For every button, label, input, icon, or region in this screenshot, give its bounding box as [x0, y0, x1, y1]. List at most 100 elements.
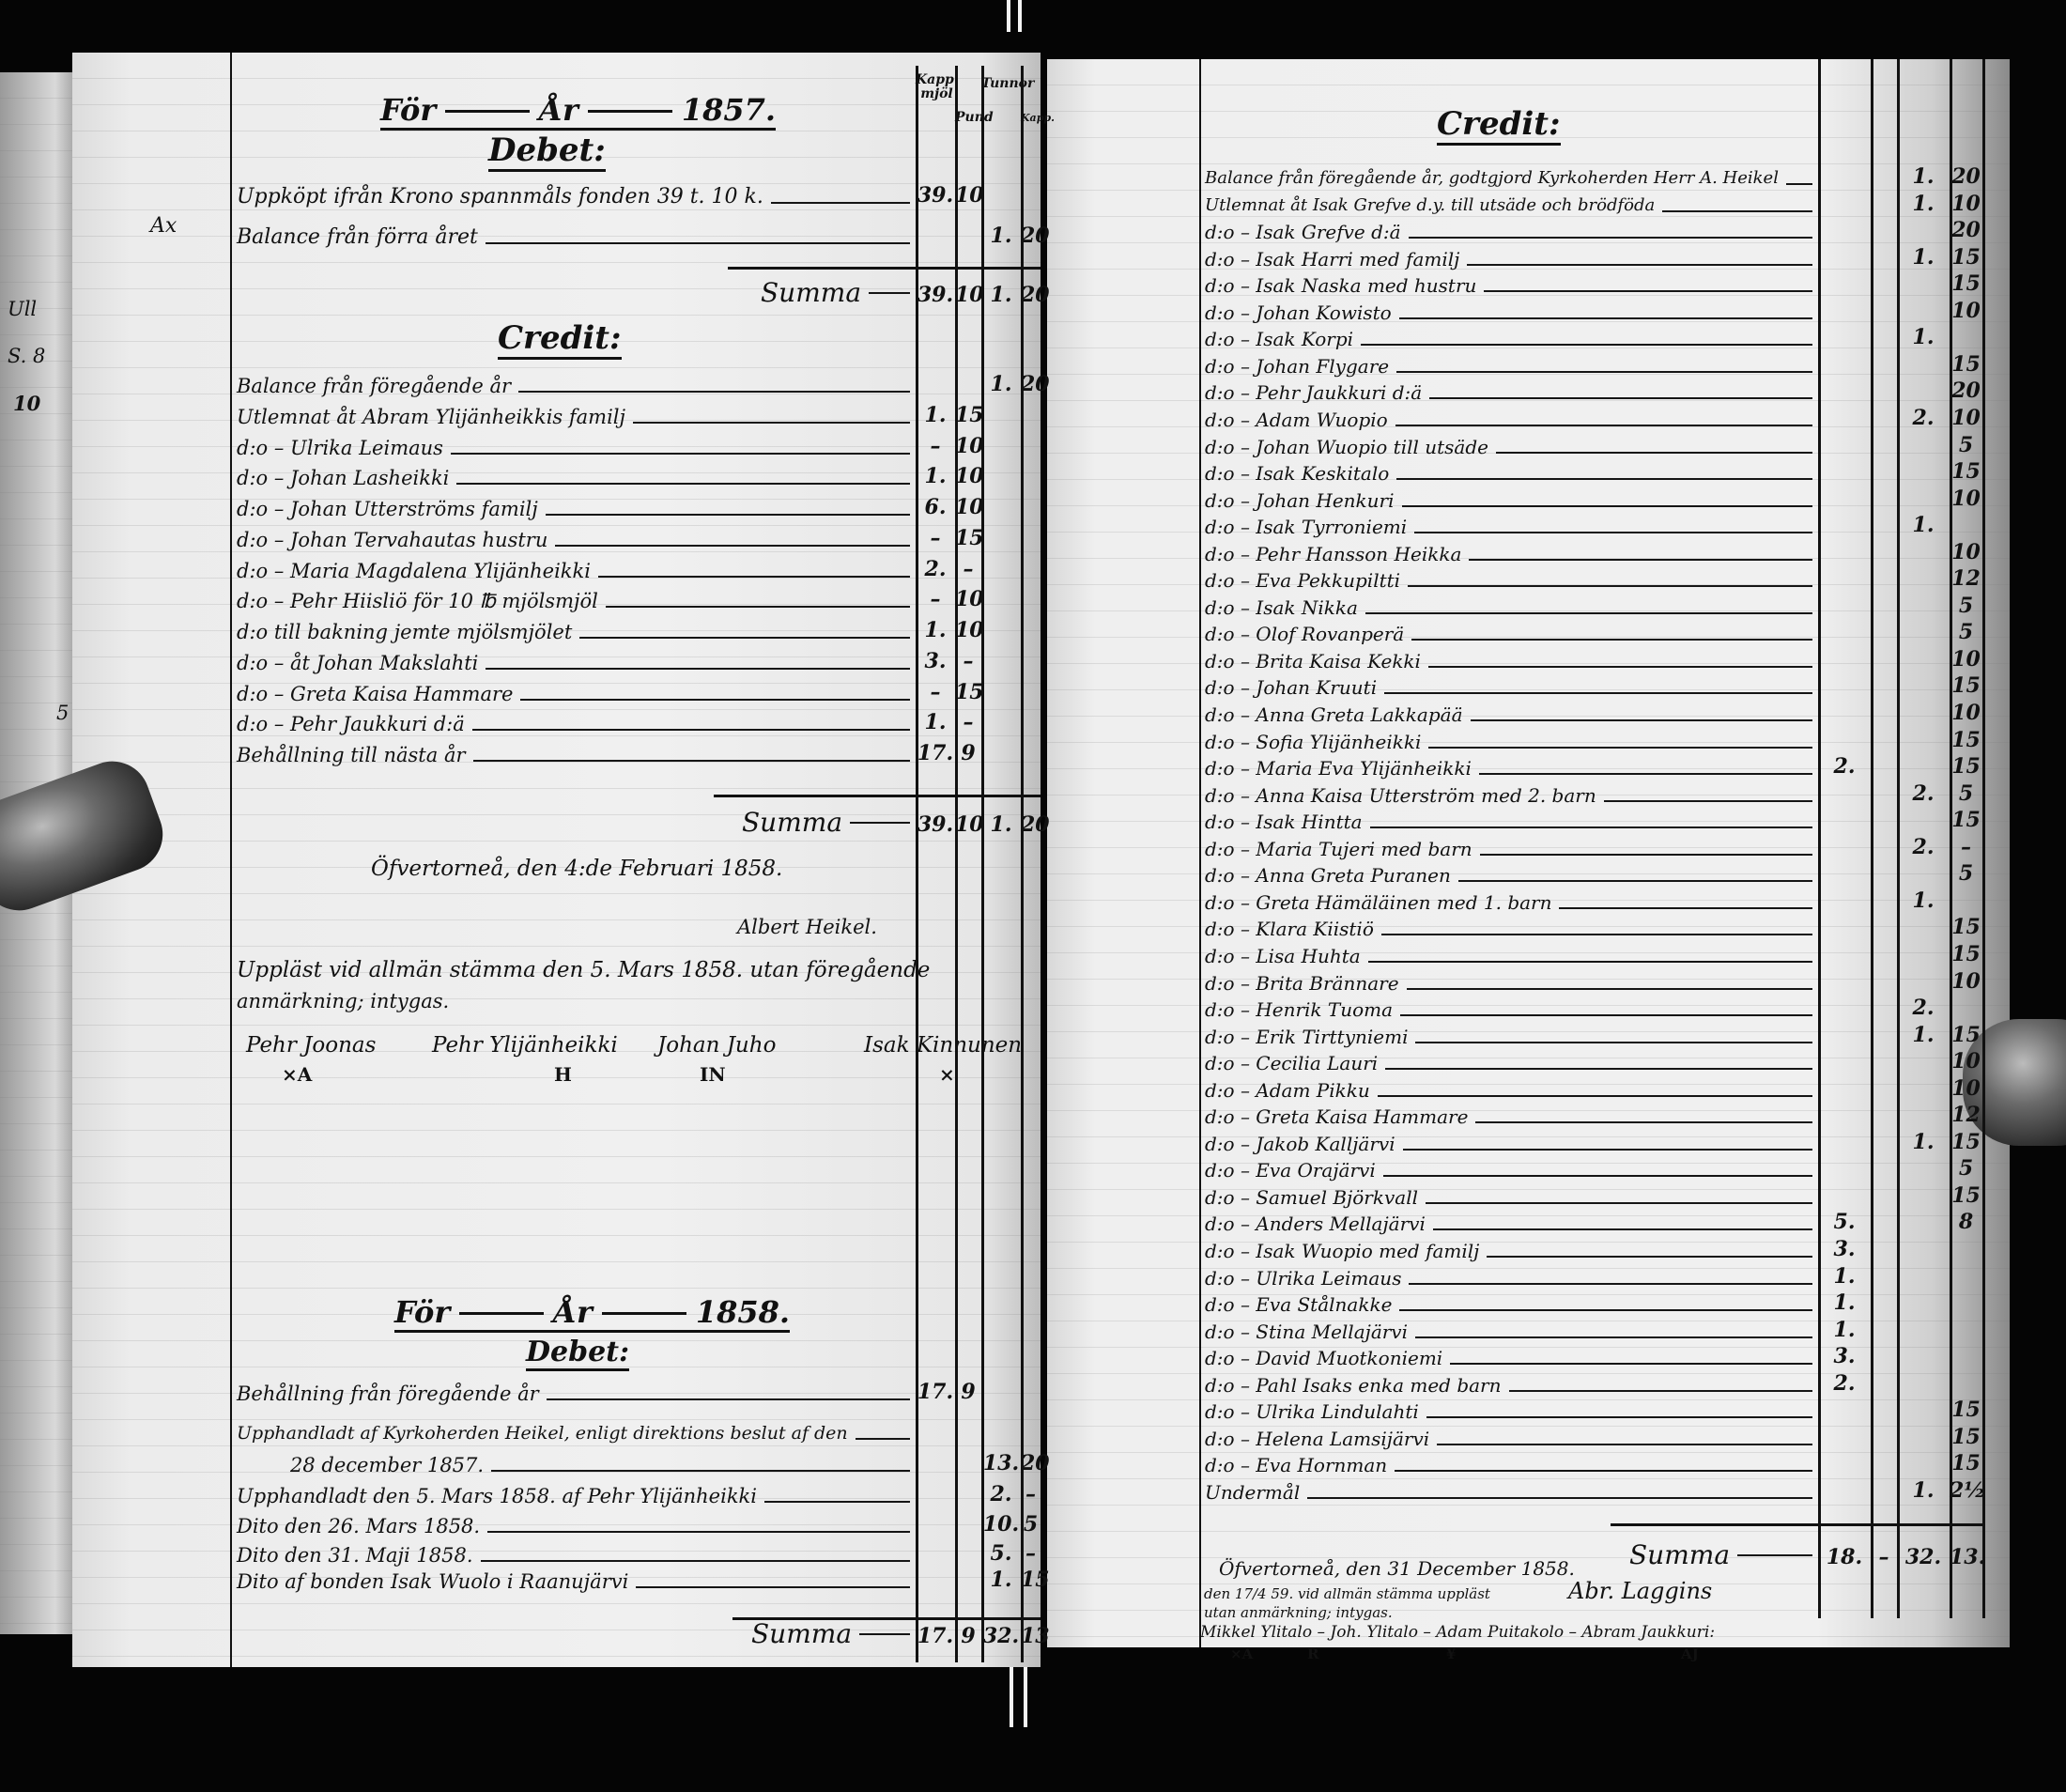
amount-cell: 15	[1951, 673, 1981, 699]
amount-cell: –	[963, 556, 974, 581]
entry-text: d:o – Klara Kiistiö	[1205, 918, 1374, 941]
ledger-row: d:o – Maria Tujeri med barn	[1205, 833, 1816, 861]
amount-cell: 17.	[917, 1624, 954, 1648]
leader-line	[1426, 1201, 1812, 1204]
entry-text: d:o – åt Johan Makslahti	[237, 651, 479, 674]
ledger-row: d:o – Johan Lasheikki	[237, 462, 914, 490]
arrow-line	[1737, 1554, 1812, 1556]
ledger-row: Behållning från föregående år	[237, 1378, 914, 1406]
leader-line	[579, 637, 910, 639]
amount-cell: 1.	[990, 224, 1012, 248]
entry-text: d:o – Isak Naska med hustru	[1205, 274, 1477, 298]
amount-cell: 1.	[1912, 244, 1935, 270]
leader-line	[491, 1470, 910, 1472]
amount-cell: 1.	[1833, 1263, 1856, 1289]
leader-line	[1457, 880, 1812, 883]
ledger-row: d:o – Maria Eva Ylijänheikki	[1205, 752, 1816, 780]
ledger-row: Behållning till nästa år	[237, 739, 914, 767]
entry-text: d:o – Johan Kruuti	[1205, 676, 1378, 700]
ledger-row: d:o – Samuel Björkvall	[1205, 1182, 1816, 1210]
entry-text: d:o – Anna Kaisa Utterström med 2. barn	[1205, 783, 1596, 807]
entry-text: d:o – Adam Pikku	[1205, 1078, 1370, 1102]
ledger-row: d:o – Jakob Kalljärvi	[1205, 1128, 1816, 1156]
leader-line	[1414, 532, 1812, 534]
ledger-row: d:o till bakning jemte mjölsmjölet	[237, 616, 914, 644]
column-rule	[916, 66, 918, 1662]
column-rule	[1950, 59, 1952, 1618]
amount-cell: 10	[1951, 405, 1981, 430]
entry-text: d:o – Pehr Hansson Heikka	[1205, 542, 1462, 565]
amount-cell: 1.	[924, 618, 947, 642]
ledger-row: Utlemnat åt Abram Ylijänheikkis familj	[237, 401, 914, 429]
leader-line	[1415, 1041, 1812, 1043]
amount-cell: 15	[1951, 808, 1981, 833]
ledger-row: d:o – Helena Lamsijärvi	[1205, 1423, 1816, 1451]
amount-cell: 1.	[1912, 191, 1935, 216]
witness-name: Johan Juho	[657, 1033, 777, 1058]
entry-text: Uppköpt ifrån Krono spannmåls fonden 39 …	[237, 185, 763, 209]
credit-heading-right: Credit:	[1437, 105, 1561, 146]
amount-cell: –	[1025, 1482, 1036, 1506]
summa-rule	[728, 267, 1041, 270]
leader-line	[1364, 611, 1812, 614]
binding-thread	[1007, 0, 1010, 32]
leader-line	[1395, 1470, 1812, 1473]
leader-line	[518, 391, 910, 393]
entry-text: d:o – Maria Magdalena Ylijänheikki	[237, 559, 591, 582]
leader-line	[472, 760, 910, 762]
leader-line	[1484, 290, 1812, 293]
amount-cell: 5	[1958, 620, 1974, 645]
witness-mark: IN	[700, 1063, 726, 1086]
amount-cell: 32.	[982, 1624, 1020, 1648]
amount-cell: 10	[1951, 486, 1981, 511]
amount-cell: 10	[955, 587, 984, 612]
leader-line	[1406, 987, 1812, 990]
entry-text: d:o – Johan Tervahautas hustru	[237, 528, 548, 551]
amount-cell: 15	[1951, 244, 1981, 270]
column-header: Pund	[955, 110, 994, 125]
amount-cell: 2.	[1833, 1370, 1856, 1396]
entry-text: d:o – Isak Grefve d:ä	[1205, 221, 1401, 244]
column-rule	[955, 66, 958, 1662]
amount-cell: 2½	[1950, 1477, 1986, 1503]
leader-line	[555, 544, 910, 547]
amount-cell: 9	[961, 1380, 976, 1404]
leader-line	[1487, 1256, 1812, 1258]
leader-line	[1475, 1121, 1812, 1124]
leader-line	[1478, 773, 1812, 776]
entry-text: d:o – Samuel Björkvall	[1205, 1185, 1418, 1209]
binding-thread	[1018, 0, 1022, 32]
leader-line	[1395, 424, 1812, 426]
entry-text: d:o – Stina Mellajärvi	[1205, 1320, 1409, 1343]
entry-text: Dito den 26. Mars 1858.	[237, 1515, 481, 1537]
amount-cell: 10	[1951, 701, 1981, 725]
leader-line	[1479, 853, 1812, 856]
ledger-row: d:o – Maria Magdalena Ylijänheikki	[237, 555, 914, 583]
ledger-row: Utlemnat åt Isak Grefve d.y. till utsäde…	[1205, 190, 1816, 218]
amount-cell: –	[1961, 834, 1971, 859]
ledger-row: d:o – Johan Wuopio till utsäde	[1205, 431, 1816, 459]
ledger-row: d:o – Pehr Jaukkuri d:ä	[1205, 377, 1816, 405]
ledger-row: Upphandladt den 5. Mars 1858. af Pehr Yl…	[237, 1480, 914, 1508]
amount-cell: 1.	[1912, 1129, 1935, 1154]
leader-line	[1384, 692, 1812, 695]
entry-text: d:o – Olof Rovanperä	[1205, 623, 1405, 646]
leader-line	[1467, 263, 1812, 266]
ledger-row: d:o – Brita Brännare	[1205, 967, 1816, 996]
ledger-row: d:o – Anna Greta Puranen	[1205, 859, 1816, 888]
witness-name: Pehr Joonas	[246, 1033, 377, 1058]
summa-rule	[714, 795, 1041, 797]
ledger-row: d:o – Isak Nikka	[1205, 592, 1816, 620]
entry-text: d:o – Ulrika Leimaus	[1205, 1266, 1402, 1290]
amount-cell: 2.	[1912, 405, 1935, 430]
leader-line	[1399, 1309, 1812, 1312]
entry-text: d:o – Lisa Huhta	[1205, 944, 1361, 967]
amount-cell: 1.	[924, 710, 947, 735]
ledger-row: Balance från föregående år, godtgjord Ky…	[1205, 162, 1816, 191]
entry-text: Utlemnat åt Isak Grefve d.y. till utsäde…	[1205, 194, 1656, 215]
leader-line	[450, 452, 910, 455]
column-header: Kapp.	[1021, 112, 1055, 124]
leader-line	[1450, 1363, 1812, 1366]
ledger-row: d:o – Sofia Ylijänheikki	[1205, 726, 1816, 754]
amount-cell: 1.	[990, 1568, 1012, 1592]
